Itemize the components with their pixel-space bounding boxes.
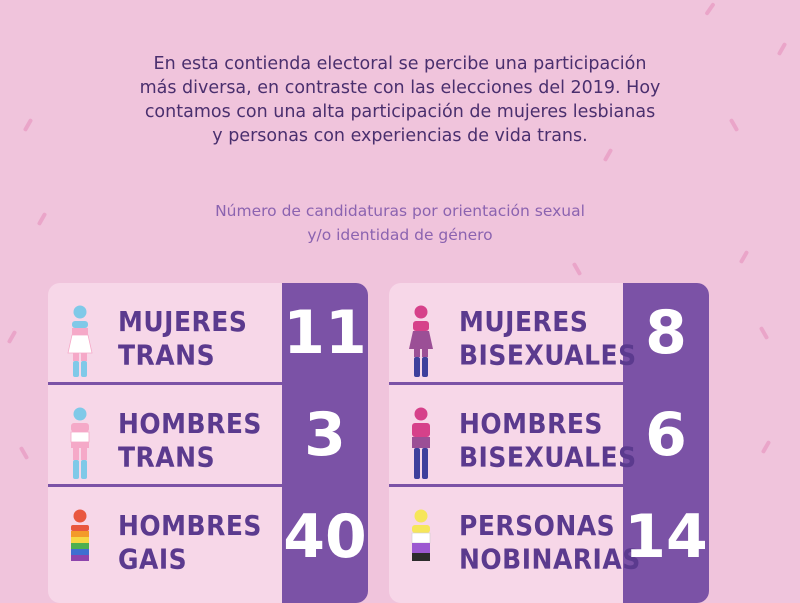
- intro-line: En esta contienda electoral se percibe u…: [153, 54, 647, 74]
- category-label: MUJERES BISEXUALES: [459, 305, 637, 372]
- category-count: 11: [283, 298, 367, 368]
- category-row-mujeres-trans: MUJERES TRANS 11: [48, 283, 368, 381]
- intro-line: y personas con experiencias de vida tran…: [212, 126, 588, 146]
- category-count: 40: [283, 502, 367, 572]
- confetti-decoration: [738, 249, 750, 265]
- category-label: PERSONAS NOBINARIAS: [459, 509, 641, 576]
- right-category-card: MUJERES BISEXUALES 8 HOMBRES BISEXUALES …: [389, 283, 709, 603]
- nonbinary-figure-icon: [411, 509, 431, 561]
- category-row-hombres-gais: HOMBRES GAIS 40: [48, 487, 368, 585]
- intro-line: más diversa, en contraste con las elecci…: [139, 78, 661, 98]
- category-count: 8: [645, 298, 687, 368]
- bisexual-man-figure-icon: [412, 407, 430, 479]
- subtitle-line: Número de candidaturas por orientación s…: [215, 202, 585, 220]
- category-row-personas-nobinarias: PERSONAS NOBINARIAS 14: [389, 487, 709, 585]
- category-label: MUJERES TRANS: [118, 305, 248, 372]
- confetti-decoration: [6, 329, 18, 345]
- category-count: 14: [624, 502, 708, 572]
- category-label: HOMBRES BISEXUALES: [459, 407, 637, 474]
- category-count: 3: [304, 400, 346, 470]
- category-row-hombres-trans: HOMBRES TRANS 3: [48, 385, 368, 483]
- bisexual-woman-figure-icon: [409, 305, 433, 377]
- confetti-decoration: [571, 261, 583, 277]
- category-count: 6: [645, 400, 687, 470]
- confetti-decoration: [22, 117, 34, 133]
- confetti-decoration: [758, 325, 770, 341]
- section-subtitle: Número de candidaturas por orientación s…: [60, 199, 740, 247]
- category-row-mujeres-bisexuales: MUJERES BISEXUALES 8: [389, 283, 709, 381]
- confetti-decoration: [760, 439, 772, 455]
- intro-line: contamos con una alta participación de m…: [144, 102, 656, 122]
- rainbow-man-figure-icon: [71, 509, 89, 561]
- confetti-decoration: [776, 41, 788, 57]
- category-label: HOMBRES TRANS: [118, 407, 262, 474]
- count-column: [282, 283, 368, 603]
- row-divider: [48, 484, 368, 487]
- intro-paragraph: En esta contienda electoral se percibe u…: [60, 52, 740, 148]
- left-category-card: MUJERES TRANS 11 HOMBRES TRANS 3: [48, 283, 368, 603]
- category-label: HOMBRES GAIS: [118, 509, 262, 576]
- confetti-decoration: [602, 147, 614, 163]
- category-row-hombres-bisexuales: HOMBRES BISEXUALES 6: [389, 385, 709, 483]
- count-column: [623, 283, 709, 603]
- confetti-decoration: [18, 445, 30, 461]
- row-divider: [48, 382, 368, 385]
- confetti-decoration: [704, 2, 716, 16]
- trans-man-figure-icon: [70, 407, 90, 479]
- confetti-decoration: [36, 211, 48, 227]
- trans-woman-figure-icon: [67, 305, 93, 377]
- subtitle-line: y/o identidad de género: [307, 226, 493, 244]
- row-divider: [389, 484, 709, 487]
- row-divider: [389, 382, 709, 385]
